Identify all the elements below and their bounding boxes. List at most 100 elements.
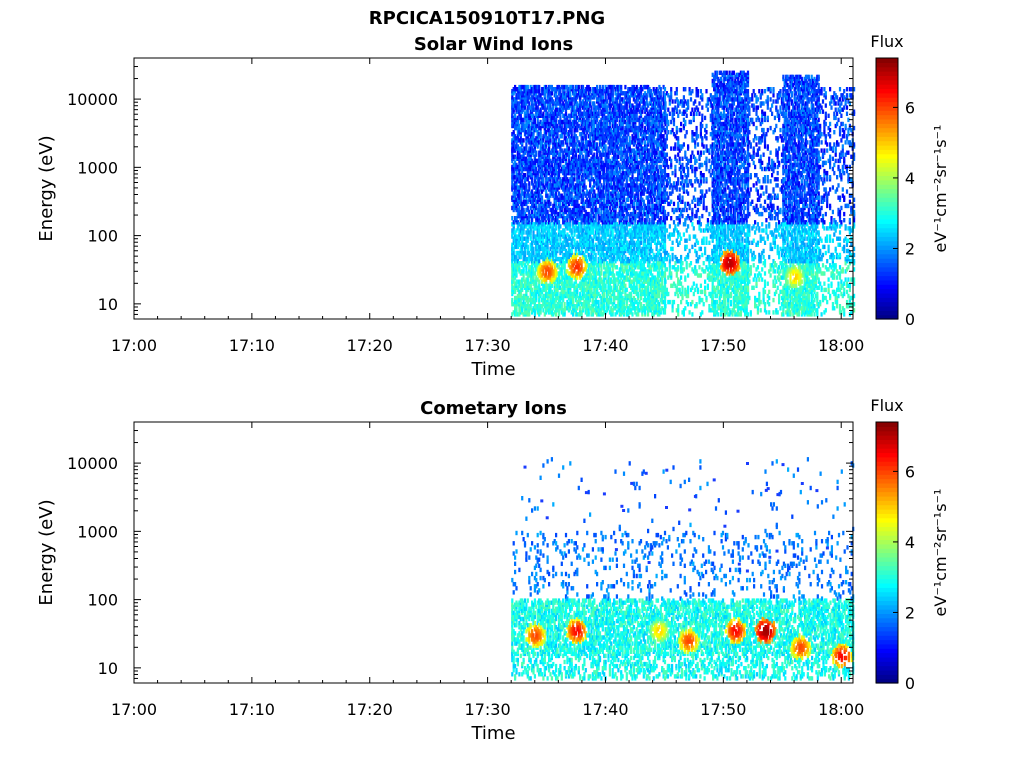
flux-cell: [610, 285, 613, 290]
flux-cell: [566, 195, 569, 200]
flux-cell: [533, 97, 537, 102]
flux-cell: [550, 310, 554, 315]
flux-cell: [560, 93, 563, 98]
flux-cell: [552, 130, 555, 135]
flux-cell: [563, 281, 566, 286]
flux-cell: [518, 205, 521, 211]
flux-cell: [557, 256, 561, 262]
flux-cell: [566, 238, 569, 243]
flux-cell: [543, 115, 546, 121]
flux-cell: [542, 87, 545, 92]
flux-cell: [539, 220, 542, 225]
flux-cell: [539, 107, 542, 112]
flux-cell: [566, 187, 569, 192]
flux-cell: [540, 97, 544, 102]
flux-cell: [529, 105, 532, 110]
flux-cell: [522, 283, 525, 288]
flux-cell: [514, 181, 517, 186]
flux-cell: [521, 91, 524, 96]
flux-cell: [521, 201, 524, 207]
flux-cell: [545, 84, 548, 90]
flux-cell: [566, 101, 569, 106]
flux-cell: [525, 183, 528, 188]
flux-cell: [556, 218, 559, 223]
flux-cell: [536, 158, 539, 164]
flux-cell: [511, 273, 514, 278]
flux-cell: [545, 220, 548, 225]
flux-cell: [528, 89, 531, 94]
flux-cell: [556, 123, 559, 129]
flux-cell: [560, 109, 563, 114]
flux-cell: [560, 193, 563, 198]
flux-cell: [548, 261, 551, 266]
flux-cell: [538, 273, 541, 278]
flux-cell: [559, 205, 562, 211]
flux-cell: [546, 185, 549, 190]
flux-cell: [528, 146, 531, 151]
flux-cell: [545, 136, 548, 141]
flux-cell: [519, 193, 522, 198]
flux-cell: [556, 107, 559, 112]
flux-cell: [519, 119, 522, 125]
flux-cell: [569, 191, 572, 196]
flux-cell: [549, 213, 552, 219]
flux-cell: [559, 230, 562, 235]
flux-cell: [511, 132, 514, 137]
flux-cell: [570, 193, 573, 198]
flux-cell: [549, 232, 552, 237]
flux-cell: [532, 183, 535, 188]
flux-cell: [531, 256, 534, 262]
flux-cell: [553, 310, 556, 315]
flux-cell: [591, 312, 595, 317]
flux-cell: [511, 256, 514, 262]
flux-cell: [515, 93, 518, 98]
flux-cell: [519, 197, 522, 202]
flux-cell: [521, 148, 524, 153]
flux-cell: [564, 222, 568, 227]
flux-cell: [526, 111, 529, 116]
flux-cell: [562, 113, 565, 118]
panel-title: Solar Wind Ions: [414, 34, 573, 55]
flux-cell: [572, 312, 575, 317]
flux-cell: [562, 187, 565, 192]
flux-cell: [545, 130, 548, 135]
flux-cell: [546, 199, 549, 204]
flux-cell: [539, 193, 542, 198]
flux-cell: [569, 271, 572, 276]
flux-cell: [540, 246, 544, 252]
flux-cell: [553, 259, 556, 264]
flux-cell: [567, 191, 571, 196]
flux-cell: [538, 93, 541, 98]
flux-cell: [613, 273, 616, 278]
flux-cell: [512, 230, 515, 235]
flux-cell: [566, 242, 569, 247]
flux-cell: [521, 230, 524, 235]
flux-cell: [516, 144, 520, 149]
flux-cell: [515, 142, 518, 147]
flux-cell: [528, 193, 531, 198]
flux-cell: [531, 203, 534, 209]
flux-cell: [545, 193, 548, 198]
flux-cell: [600, 267, 603, 272]
flux-cell: [596, 142, 599, 147]
flux-cell: [563, 273, 566, 278]
flux-cell: [512, 130, 515, 135]
flux-cell: [601, 84, 604, 90]
flux-cell: [543, 277, 546, 282]
flux-cell: [577, 246, 580, 252]
flux-cell: [564, 93, 568, 98]
flux-cell: [518, 189, 521, 194]
flux-cell: [559, 211, 562, 217]
flux-cell: [564, 252, 568, 258]
flux-cell: [562, 181, 565, 186]
flux-cell: [535, 252, 538, 258]
flux-cell: [518, 312, 521, 317]
flux-cell: [566, 205, 569, 211]
flux-cell: [533, 154, 537, 159]
flux-cell: [546, 148, 549, 153]
flux-cell: [548, 250, 551, 256]
flux-cell: [567, 130, 571, 135]
flux-cell: [545, 107, 548, 112]
flux-cell: [556, 150, 559, 155]
flux-cell: [546, 127, 549, 133]
